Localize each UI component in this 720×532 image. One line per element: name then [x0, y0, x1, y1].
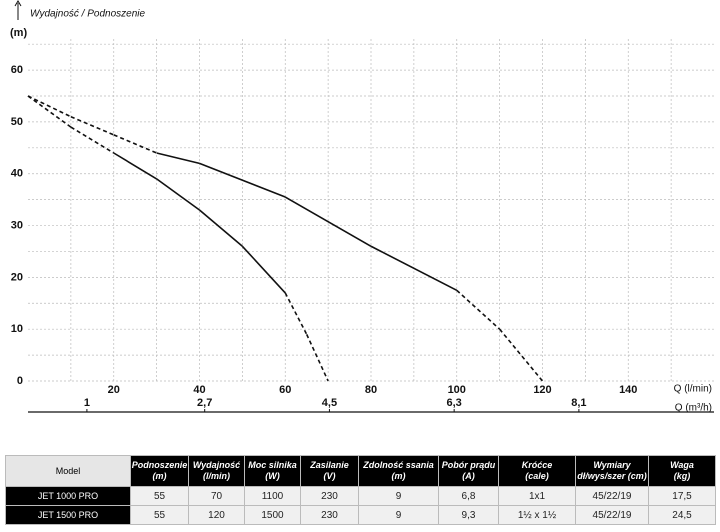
table-cell: 6,8	[438, 486, 499, 506]
y-tick-label: 50	[11, 116, 23, 128]
curve-segment	[284, 196, 372, 247]
header-cell: Wydajność (l/min)	[188, 455, 245, 487]
curve-segment	[499, 328, 544, 382]
header-cell: Model	[5, 455, 131, 487]
header-text: dł/wys/szer (cm)	[577, 471, 647, 481]
table-cell: 230	[300, 486, 359, 506]
x-tick-label: 80	[365, 384, 377, 396]
x-tick-label: 40	[193, 384, 205, 396]
header-text: (m)	[391, 471, 406, 481]
header-row: Model Podnoszenie (m) Wydajność (l/min) Moc s…	[5, 455, 716, 487]
header-text: Podnoszenie	[131, 460, 188, 470]
header-cell: Zdolność ssania (m)	[358, 455, 439, 487]
model-cell: JET 1000 PRO	[5, 486, 131, 506]
table-cell: 1100	[244, 486, 301, 506]
y-tick-label: 10	[11, 323, 23, 335]
x-tick-label: 60	[279, 384, 291, 396]
table-cell: 17,5	[648, 486, 716, 506]
header-text: (kg)	[673, 471, 691, 481]
chart-title: Wydajność / Podnoszenie	[30, 9, 146, 20]
curve-segment	[456, 289, 501, 330]
header-text: (cale)	[525, 471, 549, 481]
x-tick-label: 100	[448, 384, 466, 396]
table-cell: 55	[130, 505, 189, 525]
table-body: JET 1000 PRO 55 70 1100 230 9 6,8 1x1 45/22/19 17…	[5, 486, 716, 525]
table-row: JET 1500 PRO 55 120 1500 230 9 9,3 1½ x 1½ 45/22…	[5, 505, 716, 525]
curve-segment	[156, 152, 200, 165]
header-text: Model	[55, 465, 81, 476]
header-text: Pobór prądu	[441, 460, 496, 470]
header-cell: Moc silnika (W)	[244, 455, 301, 487]
x2-tick-label: 2,7	[197, 397, 212, 409]
curve-segment	[27, 95, 72, 118]
model-cell: JET 1500 PRO	[5, 505, 131, 525]
header-text: Zdolność ssania	[363, 460, 434, 470]
header-text: (V)	[323, 471, 336, 481]
header-text: (W)	[265, 471, 280, 481]
curve-segment	[156, 178, 200, 211]
curve-segment	[284, 292, 308, 335]
header-text: (A)	[462, 471, 475, 481]
table-cell: 70	[188, 486, 245, 506]
header-cell: Waga (kg)	[648, 455, 716, 487]
x2-label: Q (m³/h)	[675, 403, 712, 414]
curve-segment	[113, 134, 157, 154]
header-text: (l/min)	[203, 471, 230, 481]
table-cell: 230	[300, 505, 359, 525]
x-label: Q (l/min)	[674, 384, 712, 395]
header-text: Wydajność	[192, 460, 241, 470]
header-text: Moc silnika	[248, 460, 297, 470]
curve-segment	[113, 152, 158, 180]
table-cell: 1500	[244, 505, 301, 525]
arrow-head	[14, 0, 22, 7]
header-cell: Podnoszenie (m)	[130, 455, 189, 487]
curve-segment	[241, 245, 286, 294]
table-cell: 9,3	[438, 505, 499, 525]
table-cell: 45/22/19	[575, 505, 649, 525]
curve-segment	[70, 115, 115, 136]
table-row: JET 1000 PRO 55 70 1100 230 9 6,8 1x1 45/22/19 17…	[5, 486, 716, 506]
table-cell: 45/22/19	[575, 486, 649, 506]
table-cell: 24,5	[648, 505, 716, 525]
table-cell: 9	[358, 505, 439, 525]
x2-tick-label: 6,3	[447, 397, 462, 409]
curve-segment	[198, 209, 243, 247]
x2-tick-label: 1	[84, 397, 90, 409]
x-tick-label: 20	[108, 384, 120, 396]
header-text: (m)	[152, 471, 167, 481]
table-cell: 1½ x 1½	[498, 505, 576, 525]
curve-segment	[370, 245, 458, 292]
header-cell: Zasilanie (V)	[300, 455, 359, 487]
table-cell: 9	[358, 486, 439, 506]
header-cell: Wymiary dł/wys/szer (cm)	[575, 455, 649, 487]
y-label: (m)	[10, 27, 27, 39]
y-tick-label: 30	[11, 219, 23, 231]
x-tick-label: 140	[619, 384, 637, 396]
spec-table: Model Podnoszenie (m) Wydajność (l/min) Moc s…	[5, 455, 716, 525]
y-tick-label: 40	[11, 168, 23, 180]
y-tick-label: 0	[17, 375, 23, 387]
header-text: Waga	[670, 460, 694, 470]
table-cell: 55	[130, 486, 189, 506]
curve-segment	[305, 334, 329, 382]
chart: Wydajność / Podnoszenie (m) Q (l/min) Q …	[10, 0, 714, 414]
table-cell: 120	[188, 505, 245, 525]
header-cell: Króćce (cale)	[498, 455, 576, 487]
curve-segment	[27, 95, 72, 128]
header-cell: Pobór prądu (A)	[438, 455, 499, 487]
curve-segment	[199, 162, 286, 198]
table-cell: 1x1	[498, 486, 576, 506]
y-tick-label: 20	[11, 271, 23, 283]
x-tick-label: 120	[533, 384, 551, 396]
header-text: Wymiary	[593, 460, 631, 470]
y-tick-label: 60	[11, 64, 23, 76]
x2-tick-label: 4,5	[322, 397, 337, 409]
header-text: Zasilanie	[310, 460, 349, 470]
x2-tick-label: 8,1	[571, 397, 586, 409]
curve-segment	[70, 126, 115, 154]
header-text: Króćce	[521, 460, 553, 470]
